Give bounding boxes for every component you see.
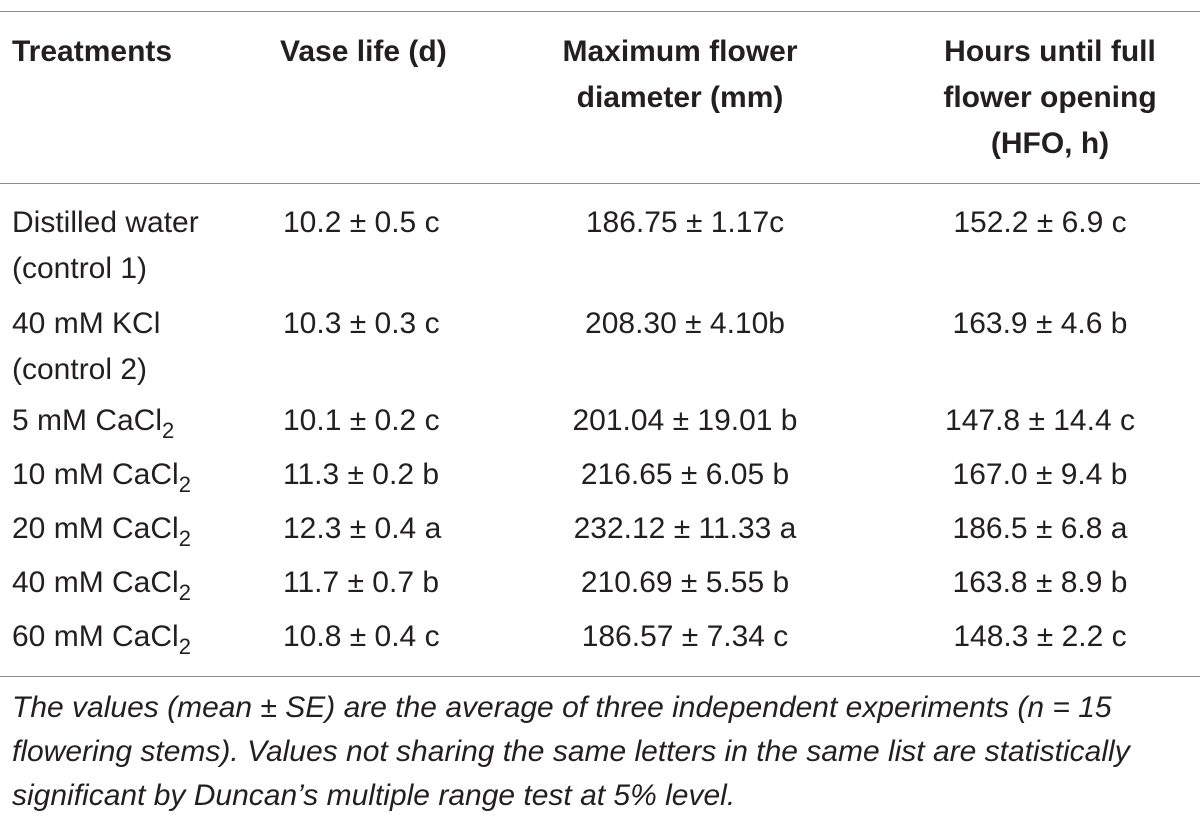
row-7-max-diameter: 186.57 ± 7.34 c: [581, 620, 789, 653]
header-max-diameter-line2: diameter (mm): [576, 81, 784, 114]
header-hfo-line1: Hours until full: [944, 35, 1156, 68]
row-1-max-diameter: 186.75 ± 1.17c: [585, 206, 785, 239]
row-6-treatment-label: 40 mM CaCl: [12, 566, 179, 599]
row-2-treatment-line1: 40 mM KCl: [12, 307, 161, 340]
row-1-hfo: 152.2 ± 6.9 c: [953, 206, 1127, 239]
row-1-treatment: Distilled water (control 1): [12, 200, 199, 292]
row-5-hfo: 186.5 ± 6.8 a: [952, 512, 1128, 545]
header-max-diameter: Maximum flower diameter (mm): [540, 29, 820, 121]
row-6-hfo: 163.8 ± 8.9 b: [952, 566, 1128, 599]
row-3-treatment-subscript: 2: [162, 418, 175, 443]
row-1-treatment-line1: Distilled water: [12, 206, 199, 239]
row-7-treatment-label: 60 mM CaCl: [12, 620, 179, 653]
row-3-max-diameter: 201.04 ± 19.01 b: [572, 404, 798, 437]
table-top-rule: [0, 11, 1200, 12]
header-hfo: Hours until full flower opening (HFO, h): [910, 29, 1190, 167]
row-2-treatment: 40 mM KCl (control 2): [12, 301, 160, 393]
row-7-hfo: 148.3 ± 2.2 c: [953, 620, 1127, 653]
row-6-treatment: 40 mM CaCl2: [12, 560, 191, 606]
table-bottom-rule: [0, 676, 1200, 677]
row-7-vase-life: 10.8 ± 0.4 c: [283, 620, 440, 653]
header-hfo-line2: flower opening: [943, 81, 1157, 114]
row-7-treatment: 60 mM CaCl2: [12, 614, 191, 660]
row-6-treatment-subscript: 2: [178, 580, 191, 605]
row-4-treatment: 10 mM CaCl2: [12, 452, 191, 498]
row-2-treatment-line2: (control 2): [12, 353, 148, 386]
header-treatments: Treatments: [12, 35, 173, 68]
row-4-max-diameter: 216.65 ± 6.05 b: [580, 458, 790, 491]
row-2-max-diameter: 208.30 ± 4.10b: [585, 307, 785, 340]
row-5-treatment-label: 20 mM CaCl: [12, 512, 179, 545]
row-2-vase-life: 10.3 ± 0.3 c: [283, 307, 440, 340]
table-footnote: The values (mean ± SE) are the average o…: [12, 691, 1130, 812]
row-6-max-diameter: 210.69 ± 5.55 b: [580, 566, 790, 599]
row-5-vase-life: 12.3 ± 0.4 a: [283, 512, 442, 545]
row-3-treatment-label: 5 mM CaCl: [12, 404, 163, 437]
row-4-vase-life: 11.3 ± 0.2 b: [283, 458, 440, 491]
row-3-vase-life: 10.1 ± 0.2 c: [283, 404, 440, 437]
row-4-treatment-label: 10 mM CaCl: [12, 458, 179, 491]
row-2-hfo: 163.9 ± 4.6 b: [952, 307, 1128, 340]
header-vase-life: Vase life (d): [280, 35, 447, 68]
row-3-treatment: 5 mM CaCl2: [12, 398, 174, 444]
row-5-max-diameter: 232.12 ± 11.33 a: [573, 512, 797, 545]
row-1-vase-life: 10.2 ± 0.5 c: [283, 206, 440, 239]
row-4-hfo: 167.0 ± 9.4 b: [952, 458, 1128, 491]
row-5-treatment-subscript: 2: [178, 526, 191, 551]
header-hfo-line3: (HFO, h): [990, 127, 1110, 160]
table-header-rule: [0, 183, 1200, 184]
row-5-treatment: 20 mM CaCl2: [12, 506, 191, 552]
row-4-treatment-subscript: 2: [178, 472, 191, 497]
row-6-vase-life: 11.7 ± 0.7 b: [283, 566, 440, 599]
row-7-treatment-subscript: 2: [178, 634, 191, 659]
row-3-hfo: 147.8 ± 14.4 c: [945, 404, 1135, 437]
row-1-treatment-line2: (control 1): [12, 252, 148, 285]
header-max-diameter-line1: Maximum flower: [562, 35, 798, 68]
